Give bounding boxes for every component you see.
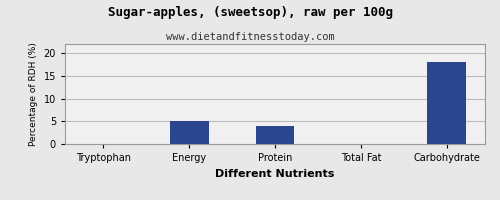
Text: www.dietandfitnesstoday.com: www.dietandfitnesstoday.com: [166, 32, 334, 42]
Y-axis label: Percentage of RDH (%): Percentage of RDH (%): [29, 42, 38, 146]
Bar: [256, 126, 294, 144]
Bar: [428, 62, 466, 144]
Text: Sugar-apples, (sweetsop), raw per 100g: Sugar-apples, (sweetsop), raw per 100g: [108, 6, 393, 19]
Bar: [170, 121, 208, 144]
X-axis label: Different Nutrients: Different Nutrients: [216, 169, 334, 179]
